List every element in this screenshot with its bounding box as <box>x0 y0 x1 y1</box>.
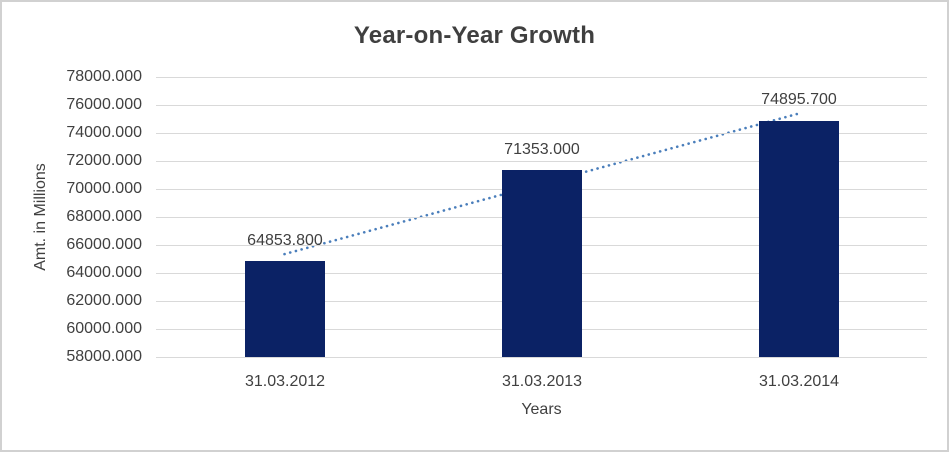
chart-title: Year-on-Year Growth <box>353 22 596 49</box>
bar[interactable] <box>245 261 325 357</box>
x-axis-tick-label: 31.03.2014 <box>758 373 840 390</box>
gridline <box>156 357 927 358</box>
bar[interactable] <box>759 120 839 357</box>
y-axis-tick-label: 62000.000 <box>66 292 142 309</box>
bar[interactable] <box>502 170 582 357</box>
gridline <box>156 133 927 134</box>
x-axis-tick-label: 31.03.2013 <box>501 373 583 390</box>
y-axis-tick-label: 74000.000 <box>66 124 142 141</box>
x-axis-title: Years <box>521 401 562 418</box>
y-axis-tick-label: 78000.000 <box>66 68 142 85</box>
gridline <box>156 77 927 78</box>
gridline <box>156 161 927 162</box>
bar-data-label: 71353.000 <box>504 141 580 158</box>
y-axis-tick-label: 76000.000 <box>66 96 142 113</box>
y-axis-tick-label: 60000.000 <box>66 320 142 337</box>
y-axis-tick-label: 70000.000 <box>66 180 142 197</box>
y-axis-tick-label: 72000.000 <box>66 152 142 169</box>
y-axis-tick-label: 64000.000 <box>66 264 142 281</box>
bar-data-label: 74895.700 <box>761 91 837 108</box>
y-axis-tick-label: 66000.000 <box>66 236 142 253</box>
x-axis-tick-label: 31.03.2012 <box>244 373 326 390</box>
y-axis-tick-label: 58000.000 <box>66 348 142 365</box>
y-axis-tick-label: 68000.000 <box>66 208 142 225</box>
gridline <box>156 105 927 106</box>
bar-data-label: 64853.800 <box>247 232 323 249</box>
